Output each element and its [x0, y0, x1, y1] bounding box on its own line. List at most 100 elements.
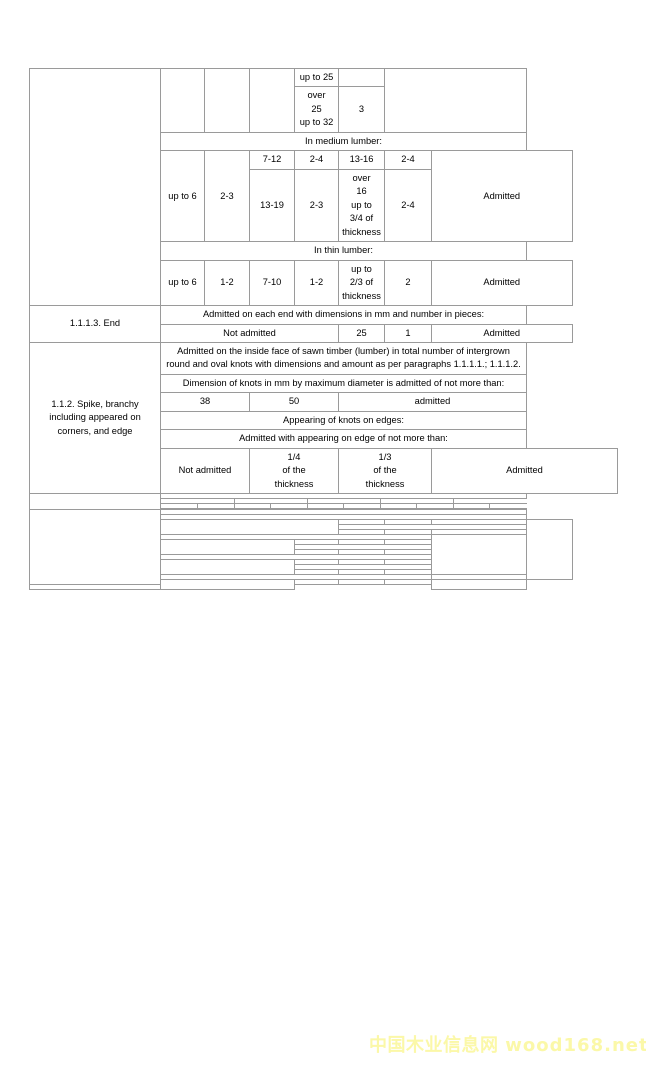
cell-knot-admitted: admitted: [338, 392, 527, 412]
cell-2-4-c: 2-4: [384, 168, 432, 243]
table-row: Not admitted 25 1 Admitted: [30, 323, 618, 343]
grades-subtable: [161, 499, 527, 505]
text-spike-branchy-description: Admitted on the inside face of sawn timb…: [160, 341, 527, 375]
cell-upto-6-thin: up to 6: [160, 259, 205, 307]
table-row: Appearing of knots on edges:: [30, 410, 618, 431]
line-upto-32: up to 32: [299, 117, 334, 128]
header-grade-1: [161, 499, 235, 505]
line-25: 25: [311, 103, 322, 114]
line-thickness: thickness: [274, 478, 314, 489]
cell-admitted-thin: Admitted: [431, 259, 573, 307]
cell-knot-38: 38: [160, 392, 250, 412]
cell-end-not-admitted: Not admitted: [160, 323, 339, 343]
table-row: over 25 up to 32 3: [30, 86, 618, 133]
cell-end-size-25: 25: [338, 323, 385, 343]
cell-2-3-medium: 2-3: [204, 150, 250, 243]
label-line-1: 1.1.2. Spike, branchy: [51, 398, 139, 409]
cell-number-3: 3: [338, 86, 385, 133]
table-row: 38 50 admitted: [30, 392, 618, 412]
header-grade-4: [379, 499, 454, 505]
line-over: over: [307, 90, 326, 101]
cell-b4-num-a: [338, 579, 385, 586]
line-thickness: thickness: [342, 226, 381, 237]
table-row: In thin lumber:: [30, 241, 618, 261]
banner-end-admitted: Admitted on each end with dimensions in …: [160, 305, 527, 325]
cell-empty-d: [338, 67, 385, 88]
line-upto: up to: [351, 199, 372, 210]
row-label-encased: [29, 509, 161, 586]
cell-admitted-medium: Admitted: [431, 150, 573, 243]
header-size-1: [161, 504, 199, 510]
header-number-2: [270, 504, 308, 510]
table-row: [30, 519, 618, 581]
line-of-the: of the: [282, 465, 306, 476]
header-size-number-container: [161, 504, 527, 510]
cell-2-4-b: 2-4: [384, 150, 432, 170]
cell-over-25-upto-32: over 25 up to 32: [294, 86, 339, 133]
size-number-subtable: [161, 504, 527, 510]
cell-upto-25: up to 25: [294, 67, 339, 88]
header-number-4: [416, 504, 454, 510]
label-line-2: including appeared on: [49, 412, 141, 423]
table-row: up to 6 2-3 7-12 2-4 13-16 2-4 Admitted: [30, 150, 618, 243]
line-over: over: [352, 172, 371, 183]
line-16: 16: [356, 186, 367, 197]
row-label-end: 1.1.1.3. End: [29, 305, 161, 343]
cell-13-16: 13-16: [338, 150, 385, 170]
cell-2-4-a: 2-4: [294, 150, 339, 170]
table-row: [30, 539, 618, 556]
header-number-5: [489, 504, 527, 510]
header-grade-2: [233, 499, 308, 505]
cell-empty-e: [384, 68, 527, 133]
header-grades-container: [161, 499, 527, 505]
cell-right-spacer-b: [431, 579, 527, 591]
cell-upto-two-thirds: up to 2/3 of thickness: [338, 259, 385, 307]
table-row: 1.1.2. Spike, branchy including appeared…: [29, 341, 618, 495]
cell-over-16-upto-three-quarters: over 16 up to 3/4 of thickness: [338, 168, 385, 243]
label-line-3: corners, and edge: [57, 425, 133, 436]
cell-1-2-a: 1-2: [204, 259, 250, 307]
line-fraction: 1/3: [378, 451, 392, 462]
watermark-chinese-text: 中国木业信息网: [369, 1035, 499, 1056]
cell-b4-through: [29, 584, 250, 591]
header-grade-5: [452, 499, 527, 505]
row-label-empty: [29, 67, 161, 307]
table-row: Dimension of knots in mm by maximum diam…: [30, 373, 618, 394]
cell-b1-not-admitted: [160, 519, 339, 536]
header-limiting-norms: [160, 493, 527, 500]
header-wood-defects: [29, 493, 161, 511]
line-two-thirds-of: 2/3 of: [349, 277, 374, 288]
cell-number-2: 2: [384, 259, 432, 307]
table-header-row: [30, 499, 618, 505]
cell-2-3-b: 2-3: [294, 168, 339, 243]
cell-knot-50: 50: [249, 392, 339, 412]
cell-end-admitted: Admitted: [431, 323, 573, 343]
header-size-5: [452, 504, 491, 510]
line-upto: up to: [351, 263, 372, 274]
header-grade-3: [306, 499, 381, 505]
cell-1-2-b: 1-2: [294, 259, 339, 307]
header-number-1: [197, 504, 235, 510]
cell-b4-size-a: [294, 579, 339, 586]
table-row: up to 25: [29, 67, 618, 307]
banner-admitted-appearing-edge: Admitted with appearing on edge of not m…: [160, 429, 527, 449]
line-thickness: thickness: [342, 290, 381, 301]
cell-right-admitted-note: [526, 519, 573, 581]
table-row: Not admitted 1/4 of the thickness 1/3 of…: [30, 447, 618, 495]
header-size-4: [379, 504, 418, 510]
header-size-3: [306, 504, 345, 510]
table-row: [29, 584, 618, 591]
cell-13-19: 13-19: [249, 168, 295, 243]
line-of-the: of the: [373, 465, 397, 476]
cell-empty-c: [249, 68, 295, 133]
banner-in-medium-lumber: In medium lumber:: [160, 131, 527, 152]
cell-b2-not-admitted: [160, 539, 295, 556]
table-row: 1.1.1.3. End Admitted on each end with d…: [29, 305, 618, 343]
banner-in-thin-lumber: In thin lumber:: [160, 241, 527, 261]
watermark-domain-text: wood168.net: [505, 1035, 646, 1056]
line-fraction: 1/4: [287, 451, 301, 462]
banner-appearing-knots-edges: Appearing of knots on edges:: [160, 410, 527, 431]
cell-7-10: 7-10: [249, 259, 295, 307]
cell-b3-not-admitted: [160, 559, 295, 576]
